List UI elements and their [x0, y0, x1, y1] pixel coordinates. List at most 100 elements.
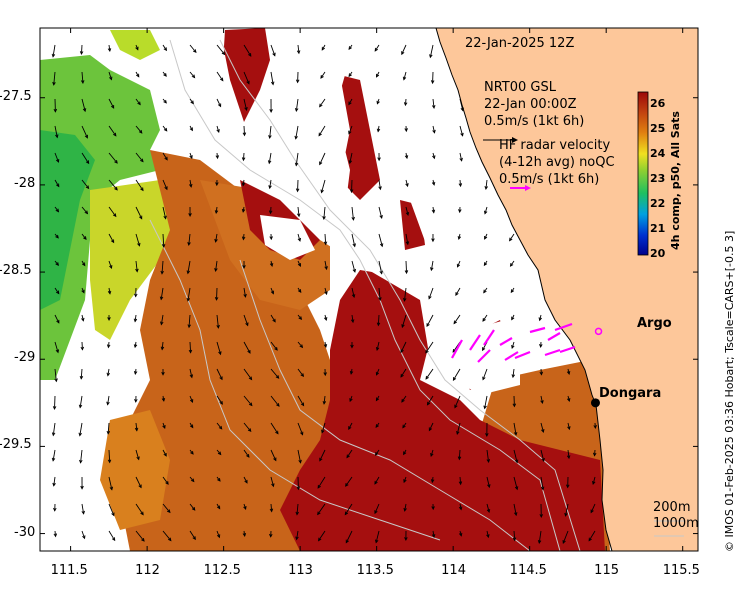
current-arrow	[135, 422, 138, 431]
current-arrowhead	[460, 107, 464, 112]
current-arrowhead	[275, 430, 279, 435]
current-arrow	[512, 368, 515, 378]
current-arrow	[216, 422, 223, 430]
current-arrowhead	[403, 479, 407, 484]
current-arrowhead	[217, 451, 222, 456]
current-arrow	[162, 152, 168, 161]
current-arrowhead	[405, 211, 410, 216]
colorbar-tick-label: 25	[650, 121, 666, 135]
current-arrowhead	[593, 425, 597, 429]
current-arrowhead	[189, 183, 193, 188]
current-arrow	[189, 341, 192, 353]
current-arrow	[510, 260, 515, 267]
current-arrowhead	[400, 373, 404, 378]
current-arrowhead	[163, 127, 168, 132]
current-arrow	[54, 179, 60, 187]
current-arrowhead	[165, 481, 169, 485]
current-arrow	[486, 476, 490, 488]
map-title: 22-Jan-2025 12Z	[465, 36, 575, 51]
current-arrow	[319, 449, 326, 461]
current-arrow	[53, 71, 56, 85]
current-arrow	[538, 530, 542, 544]
current-arrowhead	[403, 451, 407, 456]
current-arrowhead	[592, 452, 597, 457]
current-arrowhead	[324, 291, 328, 296]
current-arrowhead	[110, 104, 115, 109]
current-arrow	[216, 125, 220, 133]
dongara-marker	[590, 398, 600, 408]
current-arrowhead	[218, 351, 222, 356]
current-arrowhead	[458, 506, 463, 511]
current-arrowhead	[56, 319, 60, 324]
current-arrowhead	[300, 431, 304, 436]
current-arrowhead	[81, 262, 86, 267]
current-arrow	[270, 368, 280, 379]
current-arrow	[459, 152, 463, 161]
current-arrowhead	[458, 481, 463, 486]
current-arrowhead	[189, 155, 193, 160]
current-arrow	[592, 476, 596, 485]
current-arrowhead	[241, 182, 246, 187]
current-arrowhead	[348, 160, 353, 165]
current-arrowhead	[404, 128, 408, 133]
current-arrowhead	[164, 156, 168, 161]
current-arrow	[135, 206, 143, 219]
current-arrowhead	[509, 237, 513, 242]
current-arrowhead	[219, 400, 223, 405]
current-arrowhead	[159, 296, 164, 301]
current-arrow	[268, 152, 272, 164]
current-arrow	[590, 503, 596, 513]
current-arrow	[297, 44, 300, 54]
current-arrowhead	[161, 397, 166, 402]
current-arrow	[485, 179, 488, 190]
current-arrow	[108, 125, 117, 137]
current-arrowhead	[566, 370, 571, 375]
current-arrowhead	[107, 290, 112, 295]
y-tick-label: -27.5	[0, 88, 32, 104]
current-arrow	[513, 422, 517, 436]
current-arrowhead	[482, 317, 486, 322]
current-arrowhead	[538, 317, 542, 322]
current-arrow	[295, 152, 299, 166]
current-arrowhead	[323, 344, 328, 349]
current-arrowhead	[509, 263, 514, 267]
current-arrowhead	[269, 109, 273, 113]
current-arrow	[459, 125, 464, 136]
current-arrowhead	[85, 185, 90, 190]
current-arrowhead	[404, 537, 408, 542]
current-arrow	[351, 206, 354, 220]
current-arrowhead	[84, 210, 89, 215]
isobath-label-200: 200m	[653, 500, 691, 515]
current-arrowhead	[274, 346, 278, 351]
current-arrowhead	[81, 289, 85, 294]
current-arrow	[135, 449, 140, 460]
current-arrowhead	[486, 508, 491, 513]
current-arrowhead	[376, 128, 381, 133]
current-arrowhead	[269, 236, 273, 241]
current-arrowhead	[189, 424, 194, 429]
current-arrowhead	[404, 155, 409, 160]
current-arrowhead	[540, 486, 545, 491]
current-arrowhead	[216, 324, 220, 329]
current-arrow	[270, 314, 276, 323]
colorbar-tick-label: 23	[650, 171, 666, 185]
current-arrowhead	[270, 81, 275, 86]
current-arrow	[162, 476, 169, 485]
current-arrow	[81, 530, 86, 539]
current-arrowhead	[84, 134, 88, 139]
current-arrow	[162, 206, 167, 219]
current-arrow	[215, 260, 218, 272]
y-tick-label: -30	[14, 524, 36, 540]
current-arrowhead	[295, 79, 300, 84]
current-arrowhead	[214, 297, 219, 301]
current-arrowhead	[344, 511, 349, 516]
current-arrow	[108, 71, 112, 80]
current-arrow	[216, 71, 224, 81]
current-arrow	[565, 503, 569, 516]
current-arrowhead	[268, 210, 273, 215]
current-arrowhead	[189, 127, 193, 132]
current-arrow	[486, 449, 490, 463]
current-arrowhead	[56, 183, 60, 188]
current-arrowhead	[106, 372, 111, 377]
current-arrow	[540, 422, 544, 433]
